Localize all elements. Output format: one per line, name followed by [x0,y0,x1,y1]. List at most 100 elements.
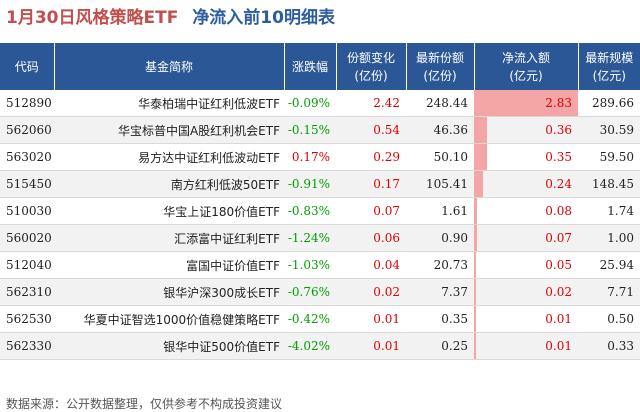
inflow-table: 代码 基金简称 涨跌幅 份额变化 (亿份) 最新份额 (亿份) 净流入额 (亿元) 最… [0,43,640,360]
cell-inflow: 0.24 [474,170,578,198]
cell-latest-share: 7.37 [406,278,474,306]
cell-share-change: 0.01 [336,332,406,360]
cell-latest-share: 105.41 [406,170,474,198]
col-header-scale[interactable]: 最新规模 (亿元) [578,43,640,90]
inflow-bar [474,198,477,224]
cell-name: 银华中证500价值ETF [54,332,284,360]
page-title: 1月30日风格策略ETF 净流入前10明细表 [6,4,335,32]
inflow-label: 净流入额 [501,50,550,65]
table-row[interactable]: 562530 华夏中证智选1000价值稳健策略ETF -0.42% 0.01 0.35 0… [0,305,640,333]
cell-scale: 148.45 [578,170,640,198]
cell-name: 汇添富中证红利ETF [54,224,284,252]
source-note: 数据来源：公开数据整理，仅供参考不构成投资建议 [6,397,283,411]
share-change-unit: (亿份) [354,68,388,83]
cell-share-change: 0.06 [336,224,406,252]
cell-scale: 7.71 [578,278,640,306]
cell-scale: 1.74 [578,197,640,225]
header-row: 代码 基金简称 涨跌幅 份额变化 (亿份) 最新份额 (亿份) 净流入额 (亿元) 最… [0,43,640,90]
cell-share-change: 0.54 [336,116,406,144]
cell-latest-share: 0.35 [406,305,474,333]
cell-change: 0.17% [284,143,336,171]
cell-scale: 25.94 [578,251,640,279]
scale-unit: (亿元) [592,68,626,83]
cell-scale: 1.00 [578,224,640,252]
inflow-value: 0.05 [545,258,572,272]
table-row[interactable]: 563020 易方达中证红利低波动ETF 0.17% 0.29 50.10 0.35 59.… [0,143,640,171]
cell-change: -0.76% [284,278,336,306]
inflow-bar [474,306,476,332]
col-header-inflow[interactable]: 净流入额 (亿元) [474,43,579,90]
cell-code: 562310 [0,278,54,306]
inflow-value: 2.83 [545,96,572,110]
cell-code: 512890 [0,90,54,117]
table-row[interactable]: 560020 汇添富中证红利ETF -1.24% 0.06 0.90 0.07 1.00 [0,224,640,252]
cell-share-change: 2.42 [336,90,406,117]
table-row[interactable]: 562060 华宝标普中国A股红利机会ETF -0.15% 0.54 46.36 0.36… [0,116,640,144]
cell-code: 562060 [0,116,54,144]
inflow-bar [474,225,477,251]
cell-share-change: 0.17 [336,170,406,198]
cell-change: -0.42% [284,305,336,333]
cell-change: -0.91% [284,170,336,198]
cell-share-change: 0.29 [336,143,406,171]
cell-scale: 0.33 [578,332,640,360]
table-row[interactable]: 515450 南方红利低波50ETF -0.91% 0.17 105.41 0.24 148… [0,170,640,198]
cell-inflow: 0.01 [474,332,578,360]
cell-code: 562330 [0,332,54,360]
inflow-value: 0.01 [545,312,572,326]
cell-name: 华宝标普中国A股红利机会ETF [54,116,284,144]
cell-share-change: 0.04 [336,251,406,279]
cell-change: -1.03% [284,251,336,279]
inflow-value: 0.02 [545,285,572,299]
inflow-value: 0.35 [545,150,572,164]
share-change-label: 份额变化 [346,50,395,65]
inflow-bar [474,117,488,143]
cell-latest-share: 20.73 [406,251,474,279]
cell-inflow: 0.36 [474,116,578,144]
cell-inflow: 0.05 [474,251,578,279]
col-header-latest-share[interactable]: 最新份额 (亿份) [406,43,475,90]
cell-inflow: 0.35 [474,143,578,171]
cell-code: 510030 [0,197,54,225]
inflow-bar [474,252,476,278]
inflow-bar [474,90,578,116]
table-row[interactable]: 512890 华泰柏瑞中证红利低波ETF -0.09% 2.42 248.44 2.83 2… [0,90,640,117]
col-header-code[interactable]: 代码 [0,43,55,90]
cell-name: 南方红利低波50ETF [54,170,284,198]
table-row[interactable]: 562330 银华中证500价值ETF -4.02% 0.01 0.25 0.01 0.33 [0,332,640,360]
cell-latest-share: 46.36 [406,116,474,144]
inflow-bar [474,171,483,197]
cell-name: 华泰柏瑞中证红利低波ETF [54,90,284,117]
col-header-name[interactable]: 基金简称 [54,43,285,90]
inflow-value: 0.01 [545,339,572,353]
table-row[interactable]: 562310 银华沪深300成长ETF -0.76% 0.02 7.37 0.02 7.71 [0,278,640,306]
scale-label: 最新规模 [585,50,634,65]
cell-code: 560020 [0,224,54,252]
col-header-change[interactable]: 涨跌幅 [284,43,337,90]
inflow-bar [474,144,487,170]
cell-share-change: 0.01 [336,305,406,333]
title-sub: 净流入前10明细表 [192,8,335,28]
cell-change: -0.83% [284,197,336,225]
cell-latest-share: 0.25 [406,332,474,360]
table-row[interactable]: 510030 华宝上证180价值ETF -0.83% 0.07 1.61 0.08 1.74 [0,197,640,225]
cell-name: 银华沪深300成长ETF [54,278,284,306]
cell-change: -0.15% [284,116,336,144]
inflow-bar [474,333,476,359]
cell-scale: 59.50 [578,143,640,171]
cell-name: 易方达中证红利低波动ETF [54,143,284,171]
title-main: 1月30日风格策略ETF [6,8,179,28]
cell-name: 华夏中证智选1000价值稳健策略ETF [54,305,284,333]
table-row[interactable]: 512040 富国中证价值ETF -1.03% 0.04 20.73 0.05 25.94 [0,251,640,279]
cell-latest-share: 0.90 [406,224,474,252]
inflow-unit: (亿元) [509,68,543,83]
latest-share-label: 最新份额 [415,50,464,65]
cell-inflow: 0.07 [474,224,578,252]
col-header-share-change[interactable]: 份额变化 (亿份) [336,43,407,90]
cell-share-change: 0.02 [336,278,406,306]
cell-latest-share: 1.61 [406,197,474,225]
inflow-value: 0.08 [545,204,572,218]
cell-scale: 30.59 [578,116,640,144]
cell-inflow: 0.02 [474,278,578,306]
cell-share-change: 0.07 [336,197,406,225]
